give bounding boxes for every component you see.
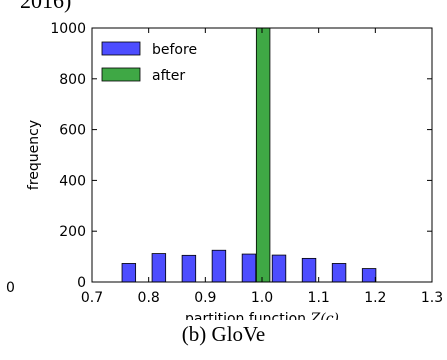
- x-tick-label: 0.9: [194, 290, 216, 306]
- histogram-chart: 0.7 0.8 0.9 1.0 1.1 1.2 1.3 0 200 400 600 800 1000 p…: [26, 21, 443, 320]
- x-tick-label: 1.3: [421, 290, 443, 306]
- y-tick-label: 800: [59, 72, 86, 88]
- legend-label-after: after: [152, 68, 185, 84]
- legend: before after: [101, 41, 197, 84]
- x-tick-label: 0.8: [138, 290, 160, 306]
- bar-before: [271, 254, 287, 283]
- y-tick-label: 1000: [50, 21, 86, 37]
- x-tick-label: 0.7: [81, 290, 103, 306]
- ticks-layer: 0.7 0.8 0.9 1.0 1.1 1.2 1.3 0 200 400 600 800 1000: [50, 21, 443, 306]
- legend-swatch-after: [101, 67, 141, 82]
- bar-before: [241, 253, 257, 283]
- bar-before: [121, 263, 137, 283]
- bar-before: [211, 249, 227, 283]
- bar-before: [181, 254, 197, 283]
- y-tick-label: 200: [59, 224, 86, 240]
- x-axis-label: partition function Z(c): [185, 311, 339, 320]
- bars-layer: [121, 27, 377, 283]
- figure-caption: (b) GloVe: [181, 322, 266, 346]
- bar-before: [151, 253, 167, 283]
- y-tick-label: 400: [59, 173, 86, 189]
- y-axis-label: frequency: [26, 120, 42, 190]
- y-tick-label: 0: [77, 275, 86, 291]
- bar-before: [301, 257, 317, 283]
- x-axis-label-text: partition function: [185, 311, 311, 320]
- stray-tick-label: 0: [6, 280, 15, 296]
- bar-before: [361, 268, 377, 283]
- x-tick-label: 1.1: [308, 290, 330, 306]
- legend-swatch-before: [101, 41, 141, 56]
- truncated-citation-fragment: 2016): [20, 0, 72, 13]
- y-tick-label: 600: [59, 123, 86, 139]
- x-tick-label: 1.0: [251, 290, 273, 306]
- legend-label-before: before: [152, 42, 197, 58]
- x-tick-label: 1.2: [364, 290, 386, 306]
- bar-before: [331, 263, 347, 283]
- x-axis-label-math: Z(c): [310, 311, 340, 320]
- bar-after: [255, 27, 271, 283]
